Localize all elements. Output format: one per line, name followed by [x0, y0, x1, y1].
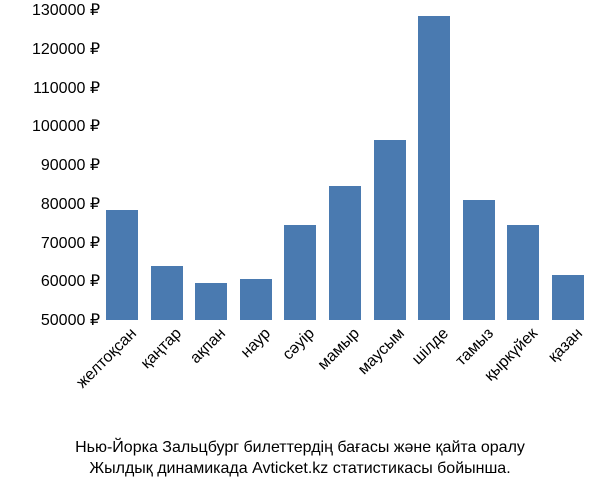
x-tick-label: қазан [545, 325, 587, 367]
x-tick-label: ақпан [187, 325, 230, 368]
y-tick-label: 50000 ₽ [5, 310, 100, 330]
bar [329, 186, 361, 320]
bar [418, 16, 450, 320]
bar [374, 140, 406, 320]
x-tick-label: шілде [409, 325, 453, 369]
caption-line1: Нью-Йорка Зальцбург билеттердің бағасы ж… [75, 439, 525, 456]
y-tick-label: 80000 ₽ [5, 194, 100, 214]
bar [240, 279, 272, 320]
price-chart: Нью-Йорка Зальцбург билеттердің бағасы ж… [0, 0, 600, 500]
x-tick-label: қаңтар [138, 325, 186, 373]
y-tick-label: 130000 ₽ [5, 0, 100, 20]
y-tick-label: 90000 ₽ [5, 155, 100, 175]
y-tick-label: 120000 ₽ [5, 39, 100, 59]
y-tick-label: 100000 ₽ [5, 116, 100, 136]
bar [106, 210, 138, 320]
bar [284, 225, 316, 320]
bar [195, 283, 227, 320]
bar [151, 266, 183, 320]
y-tick-label: 60000 ₽ [5, 271, 100, 291]
x-tick-label: наур [238, 325, 275, 362]
y-tick-label: 70000 ₽ [5, 233, 100, 253]
bar [552, 275, 584, 320]
bar [507, 225, 539, 320]
plot-area [100, 10, 590, 320]
x-tick-label: сәуір [280, 325, 319, 364]
bar [463, 200, 495, 320]
x-tick-label: маусым [354, 325, 408, 379]
caption-line2: Жылдық динамикада Avticket.kz статистика… [89, 460, 510, 477]
x-tick-label: желтоқсан [74, 325, 141, 392]
y-tick-label: 110000 ₽ [5, 78, 100, 98]
caption: Нью-Йорка Зальцбург билеттердің бағасы ж… [0, 437, 600, 480]
